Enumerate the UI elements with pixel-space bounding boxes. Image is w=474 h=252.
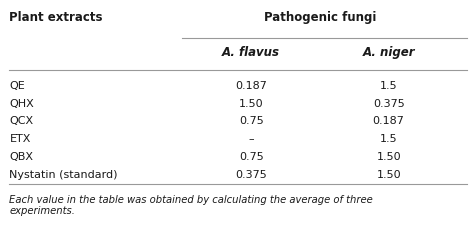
Text: 0.375: 0.375 bbox=[373, 98, 404, 108]
Text: –: – bbox=[248, 134, 254, 144]
Text: A. flavus: A. flavus bbox=[222, 45, 280, 58]
Text: Plant extracts: Plant extracts bbox=[9, 11, 103, 24]
Text: 0.187: 0.187 bbox=[373, 116, 405, 126]
Text: 1.50: 1.50 bbox=[376, 169, 401, 179]
Text: 1.50: 1.50 bbox=[239, 98, 264, 108]
Text: 0.75: 0.75 bbox=[239, 151, 264, 161]
Text: 1.5: 1.5 bbox=[380, 81, 398, 91]
Text: 0.375: 0.375 bbox=[236, 169, 267, 179]
Text: A. niger: A. niger bbox=[363, 45, 415, 58]
Text: Each value in the table was obtained by calculating the average of three
experim: Each value in the table was obtained by … bbox=[9, 194, 373, 215]
Text: Nystatin (standard): Nystatin (standard) bbox=[9, 169, 118, 179]
Text: 1.50: 1.50 bbox=[376, 151, 401, 161]
Text: QHX: QHX bbox=[9, 98, 34, 108]
Text: 0.75: 0.75 bbox=[239, 116, 264, 126]
Text: ETX: ETX bbox=[9, 134, 31, 144]
Text: QBX: QBX bbox=[9, 151, 34, 161]
Text: 0.187: 0.187 bbox=[235, 81, 267, 91]
Text: 1.5: 1.5 bbox=[380, 134, 398, 144]
Text: QE: QE bbox=[9, 81, 25, 91]
Text: QCX: QCX bbox=[9, 116, 34, 126]
Text: Pathogenic fungi: Pathogenic fungi bbox=[264, 11, 376, 24]
